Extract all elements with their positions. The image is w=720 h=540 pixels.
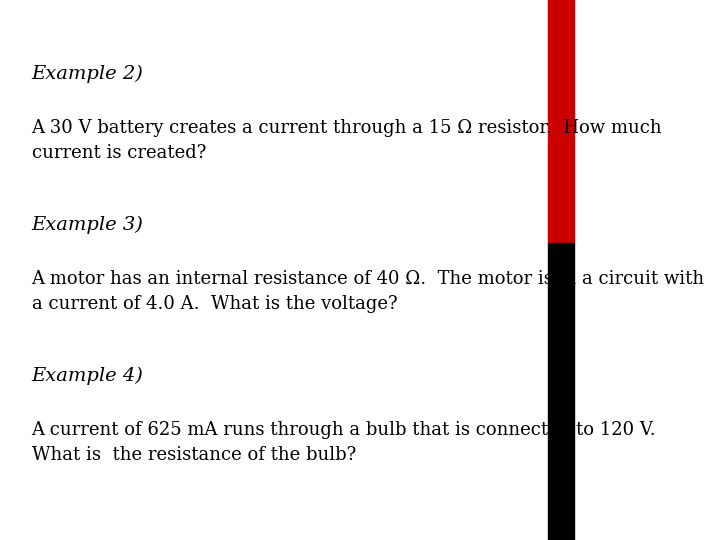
Bar bbox=[549, 243, 574, 540]
Text: Example 3): Example 3) bbox=[32, 216, 143, 234]
Text: A current of 625 mA runs through a bulb that is connected to 120 V.
What is  the: A current of 625 mA runs through a bulb … bbox=[32, 421, 656, 464]
Text: A 30 V battery creates a current through a 15 Ω resistor.  How much
current is c: A 30 V battery creates a current through… bbox=[32, 119, 662, 162]
Text: A motor has an internal resistance of 40 Ω.  The motor is in a circuit with
a cu: A motor has an internal resistance of 40… bbox=[32, 270, 705, 313]
Bar bbox=[549, 0, 574, 243]
Text: Example 4): Example 4) bbox=[32, 367, 143, 386]
Text: Example 2): Example 2) bbox=[32, 65, 143, 83]
